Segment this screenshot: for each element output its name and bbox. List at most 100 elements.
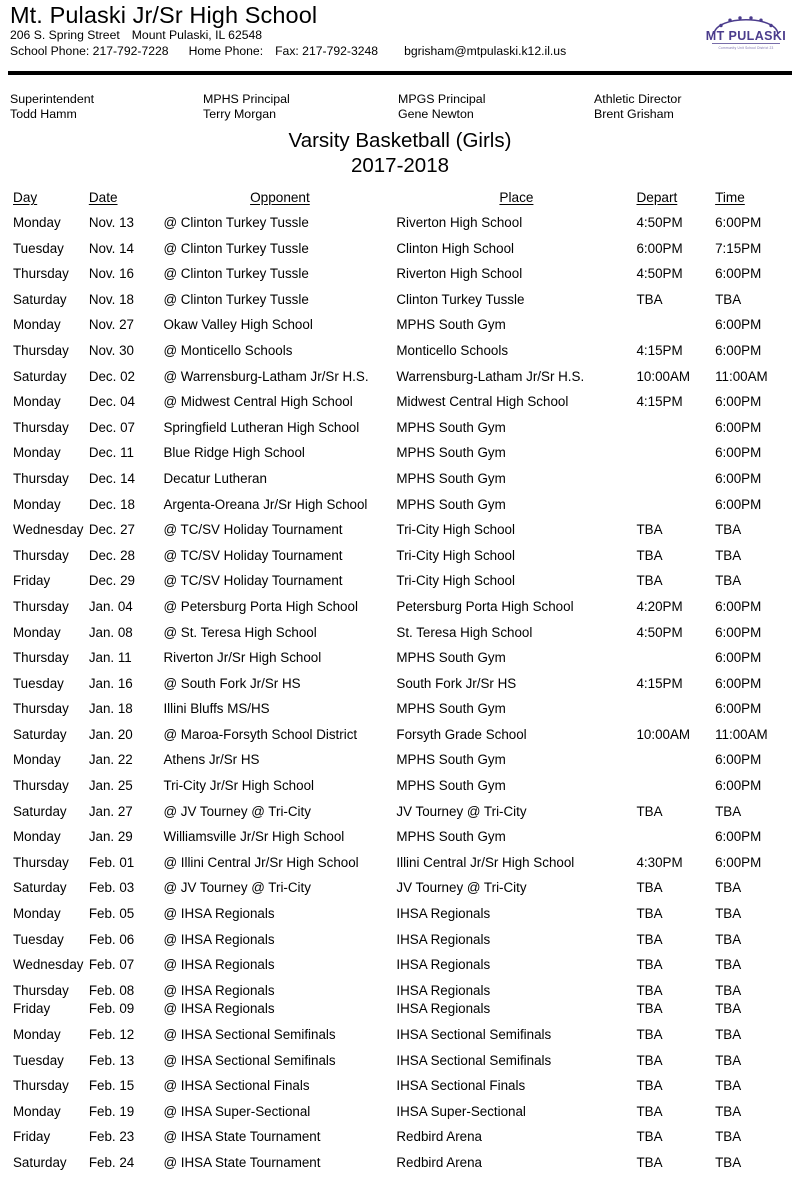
game-opponent: @ JV Tourney @ Tri-City — [163, 880, 311, 896]
table-row: Monday Jan. 08 @ St. Teresa High School St.… — [0, 624, 800, 650]
table-row: Saturday Jan. 20 @ Maroa-Forsyth School Di… — [0, 726, 800, 752]
game-opponent: @ St. Teresa High School — [163, 624, 317, 640]
table-row: Saturday Dec. 02 @ Warrensburg-Latham Jr/S… — [0, 368, 800, 394]
game-date: Feb. 06 — [88, 931, 135, 947]
column-header-depart: Depart — [636, 190, 678, 205]
game-depart-time: TBA — [636, 957, 663, 973]
game-day: Thursday — [13, 854, 69, 870]
game-opponent: @ TC/SV Holiday Tournament — [163, 522, 343, 538]
game-place: South Fork Jr/Sr HS — [396, 675, 517, 691]
staff-mphs-principal: MPHS Principal Terry Morgan — [203, 92, 290, 122]
game-place: MPHS South Gym — [396, 445, 506, 461]
game-start-time: TBA — [715, 982, 742, 998]
table-row: Saturday Feb. 24 @ IHSA State Tournament Re… — [0, 1154, 800, 1180]
address-line: 206 S. Spring Street Mount Pulaski, IL 62… — [0, 28, 800, 44]
game-date: Nov. 14 — [88, 240, 134, 256]
game-start-time: 6:00PM — [715, 419, 762, 435]
schedule-header: Day Date Opponent Place Depart Time — [0, 190, 800, 214]
game-day: Friday — [13, 1001, 51, 1017]
page-title: Varsity Basketball (Girls) 2017-2018 — [0, 128, 800, 178]
game-place: JV Tourney @ Tri-City — [396, 803, 527, 819]
game-depart-time: TBA — [636, 1129, 663, 1145]
game-depart-time — [636, 419, 713, 445]
game-depart-time — [636, 444, 713, 470]
table-row: Monday Nov. 13 @ Clinton Turkey Tussle Rive… — [0, 214, 800, 240]
game-opponent: @ Petersburg Porta High School — [163, 598, 358, 614]
game-depart-time: 4:15PM — [636, 394, 683, 410]
fax-number: Fax: 217-792-3248 — [275, 43, 379, 58]
game-depart-time: TBA — [636, 803, 663, 819]
table-row: Monday Dec. 04 @ Midwest Central High Scho… — [0, 393, 800, 419]
game-start-time: 6:00PM — [715, 829, 762, 845]
game-depart-time — [636, 496, 713, 522]
staff-role: Superintendent — [10, 92, 95, 106]
game-depart-time: 4:50PM — [636, 624, 683, 640]
column-header-time: Time — [715, 190, 745, 205]
game-start-time: 6:00PM — [715, 701, 762, 717]
table-row: Wednesday Feb. 07 @ IHSA Regionals IHSA Reg… — [0, 956, 800, 982]
staff-name: Gene Newton — [398, 107, 474, 121]
game-opponent: Argenta-Oreana Jr/Sr High School — [163, 496, 368, 512]
game-date: Feb. 23 — [88, 1129, 135, 1145]
table-row: Thursday Nov. 30 @ Monticello Schools Monti… — [0, 342, 800, 368]
game-depart-time: TBA — [636, 1027, 663, 1042]
game-date: Jan. 04 — [88, 598, 133, 614]
game-place: IHSA Sectional Finals — [396, 1078, 526, 1094]
game-opponent: @ South Fork Jr/Sr HS — [163, 675, 301, 691]
game-depart-time — [636, 828, 713, 854]
game-day: Friday — [13, 1129, 51, 1145]
game-start-time: 6:00PM — [715, 675, 762, 691]
game-day: Saturday — [13, 1154, 67, 1170]
table-row: Monday Jan. 29 Williamsville Jr/Sr High Sc… — [0, 828, 800, 854]
game-place: Riverton High School — [396, 215, 523, 230]
table-row: Monday Feb. 19 @ IHSA Super-Sectional IHSA … — [0, 1103, 800, 1129]
table-row: Tuesday Feb. 13 @ IHSA Sectional Semifinal… — [0, 1052, 800, 1078]
game-place: MPHS South Gym — [396, 496, 506, 512]
game-date: Dec. 11 — [88, 445, 134, 461]
game-date: Jan. 22 — [88, 752, 133, 768]
game-depart-time: TBA — [636, 880, 663, 896]
game-depart-time — [636, 751, 713, 777]
game-depart-time — [636, 649, 713, 675]
table-row: Monday Dec. 11 Blue Ridge High School MPHS … — [0, 444, 800, 470]
game-depart-time: 10:00AM — [636, 368, 691, 384]
game-depart-time: TBA — [636, 1154, 663, 1170]
game-day: Wednesday — [13, 957, 84, 973]
game-day: Thursday — [13, 266, 69, 282]
game-depart-time: TBA — [636, 1103, 663, 1119]
game-opponent: Blue Ridge High School — [163, 445, 305, 461]
game-date: Dec. 04 — [88, 394, 135, 410]
table-row: Monday Jan. 22 Athens Jr/Sr HS MPHS South G… — [0, 751, 800, 777]
game-date: Dec. 27 — [88, 522, 135, 538]
game-date: Feb. 08 — [88, 982, 135, 998]
table-row: Wednesday Dec. 27 @ TC/SV Holiday Tourname… — [0, 521, 800, 547]
table-row: Thursday Feb. 15 @ IHSA Sectional Finals IH… — [0, 1077, 800, 1103]
header-divider — [8, 71, 792, 75]
game-depart-time: TBA — [636, 931, 663, 947]
schedule-body: Monday Nov. 13 @ Clinton Turkey Tussle Rive… — [0, 214, 800, 1180]
table-row: Saturday Feb. 03 @ JV Tourney @ Tri-City JV… — [0, 879, 800, 905]
game-place: Riverton High School — [396, 266, 523, 282]
game-date: Jan. 18 — [88, 701, 133, 717]
game-day: Monday — [13, 496, 61, 512]
mt-pulaski-logo: MT PULASKI Community Unit School Distric… — [698, 4, 794, 52]
game-depart-time: TBA — [636, 1001, 663, 1017]
game-day: Thursday — [13, 598, 69, 614]
game-place: Tri-City High School — [396, 522, 515, 538]
game-day: Thursday — [13, 982, 69, 998]
staff-directory: Superintendent Todd Hamm MPHS Principal … — [0, 92, 800, 126]
game-depart-time: TBA — [636, 573, 663, 589]
game-depart-time — [636, 700, 713, 726]
game-place: IHSA Regionals — [396, 906, 491, 922]
table-row: Thursday Dec. 28 @ TC/SV Holiday Tournamen… — [0, 547, 800, 573]
game-day: Thursday — [13, 419, 69, 435]
game-date: Jan. 25 — [88, 778, 133, 794]
game-place: Warrensburg-Latham Jr/Sr H.S. — [396, 368, 585, 384]
game-opponent: @ TC/SV Holiday Tournament — [163, 547, 343, 563]
game-depart-time — [636, 777, 713, 803]
game-opponent: @ IHSA Super-Sectional — [163, 1103, 311, 1119]
game-depart-time — [636, 470, 713, 496]
game-opponent: Riverton Jr/Sr High School — [163, 650, 322, 666]
staff-name: Todd Hamm — [10, 107, 77, 121]
game-place: IHSA Sectional Semifinals — [396, 1052, 552, 1068]
